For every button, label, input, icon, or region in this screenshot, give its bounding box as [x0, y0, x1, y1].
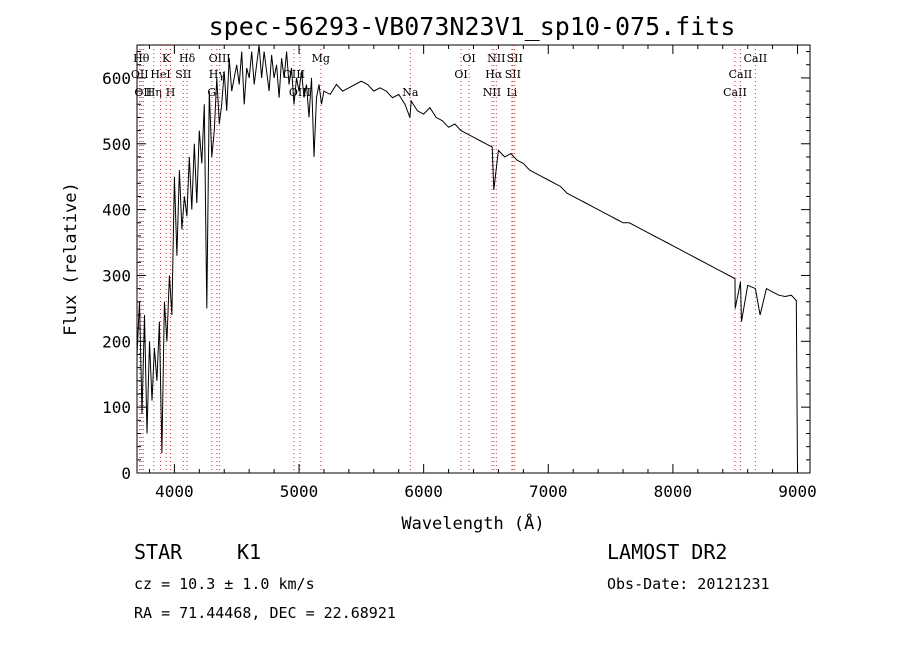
y-axis-label: Flux (relative)	[61, 182, 81, 336]
line-marker-label-21: Li	[506, 86, 517, 99]
line-marker-label-5: K	[162, 52, 171, 65]
line-marker-label-4: HeI	[150, 68, 170, 81]
line-marker-label-9: G	[207, 86, 216, 99]
line-marker-label-22: SII	[505, 68, 521, 81]
spectrum-line-0	[136, 44, 798, 474]
chart-title: spec-56293-VB073N23V1_sp10-075.fits	[209, 12, 736, 41]
survey-name: LAMOST DR2	[607, 540, 727, 564]
axis-ticks: 4000 5000 6000 7000 8000 9000 0 100 200 300 400 500…	[102, 45, 817, 501]
x-tick-label-2: 6000	[404, 482, 443, 501]
y-tick-label-2: 200	[102, 332, 131, 351]
line-marker-label-15: Na	[402, 86, 419, 99]
line-marker-label-10: Hγ	[209, 68, 226, 81]
x-tick-label-0: 4000	[155, 482, 194, 501]
line-marker-label-16: OI	[454, 68, 467, 81]
line-marker-label-11: OIII	[209, 52, 231, 65]
line-marker-label-8: Hδ	[179, 52, 196, 65]
observation-date: Obs-Date: 20121231	[607, 575, 770, 593]
line-marker-label-2: OII	[134, 86, 152, 99]
line-marker-label-19: Hα	[485, 68, 503, 81]
coordinates: RA = 71.44468, DEC = 22.68921	[134, 604, 396, 622]
line-marker-label-14: Mg	[312, 52, 330, 65]
line-marker-label-26: CaII	[744, 52, 768, 65]
line-marker-label-3: Hη	[146, 86, 162, 99]
line-marker-label-25: CaII	[729, 68, 753, 81]
spectrum-series	[136, 44, 798, 474]
spectral-line-markers: OIIHθOIIHηHeIKHSIIHδGHγOIIIOIIIOIIIMgNaO…	[131, 45, 767, 473]
object-subclass: K1	[237, 540, 261, 564]
x-tick-label-5: 9000	[778, 482, 817, 501]
line-marker-label-0: OII	[131, 68, 149, 81]
object-class: STAR	[134, 540, 183, 564]
y-tick-label-1: 100	[102, 398, 131, 417]
line-marker-label-24: CaII	[723, 86, 747, 99]
y-tick-label-6: 600	[102, 69, 131, 88]
x-tick-label-1: 5000	[280, 482, 319, 501]
line-marker-label-17: OI	[462, 52, 475, 65]
y-tick-label-3: 300	[102, 266, 131, 285]
y-tick-label-0: 0	[121, 464, 131, 483]
line-marker-label-1: Hθ	[133, 52, 150, 65]
redshift-cz: cz = 10.3 ± 1.0 km/s	[134, 575, 315, 593]
x-axis-label: Wavelength (Å)	[401, 512, 544, 534]
plot-frame	[136, 44, 811, 474]
line-marker-label-7: SII	[175, 68, 191, 81]
x-tick-label-3: 7000	[529, 482, 568, 501]
y-tick-label-4: 400	[102, 201, 131, 220]
y-tick-label-5: 500	[102, 135, 131, 154]
line-marker-label-18: NII	[483, 86, 501, 99]
line-marker-label-20: NII	[487, 52, 505, 65]
line-marker-label-23: SII	[507, 52, 523, 65]
x-tick-label-4: 8000	[654, 482, 693, 501]
line-marker-label-6: H	[166, 86, 176, 99]
